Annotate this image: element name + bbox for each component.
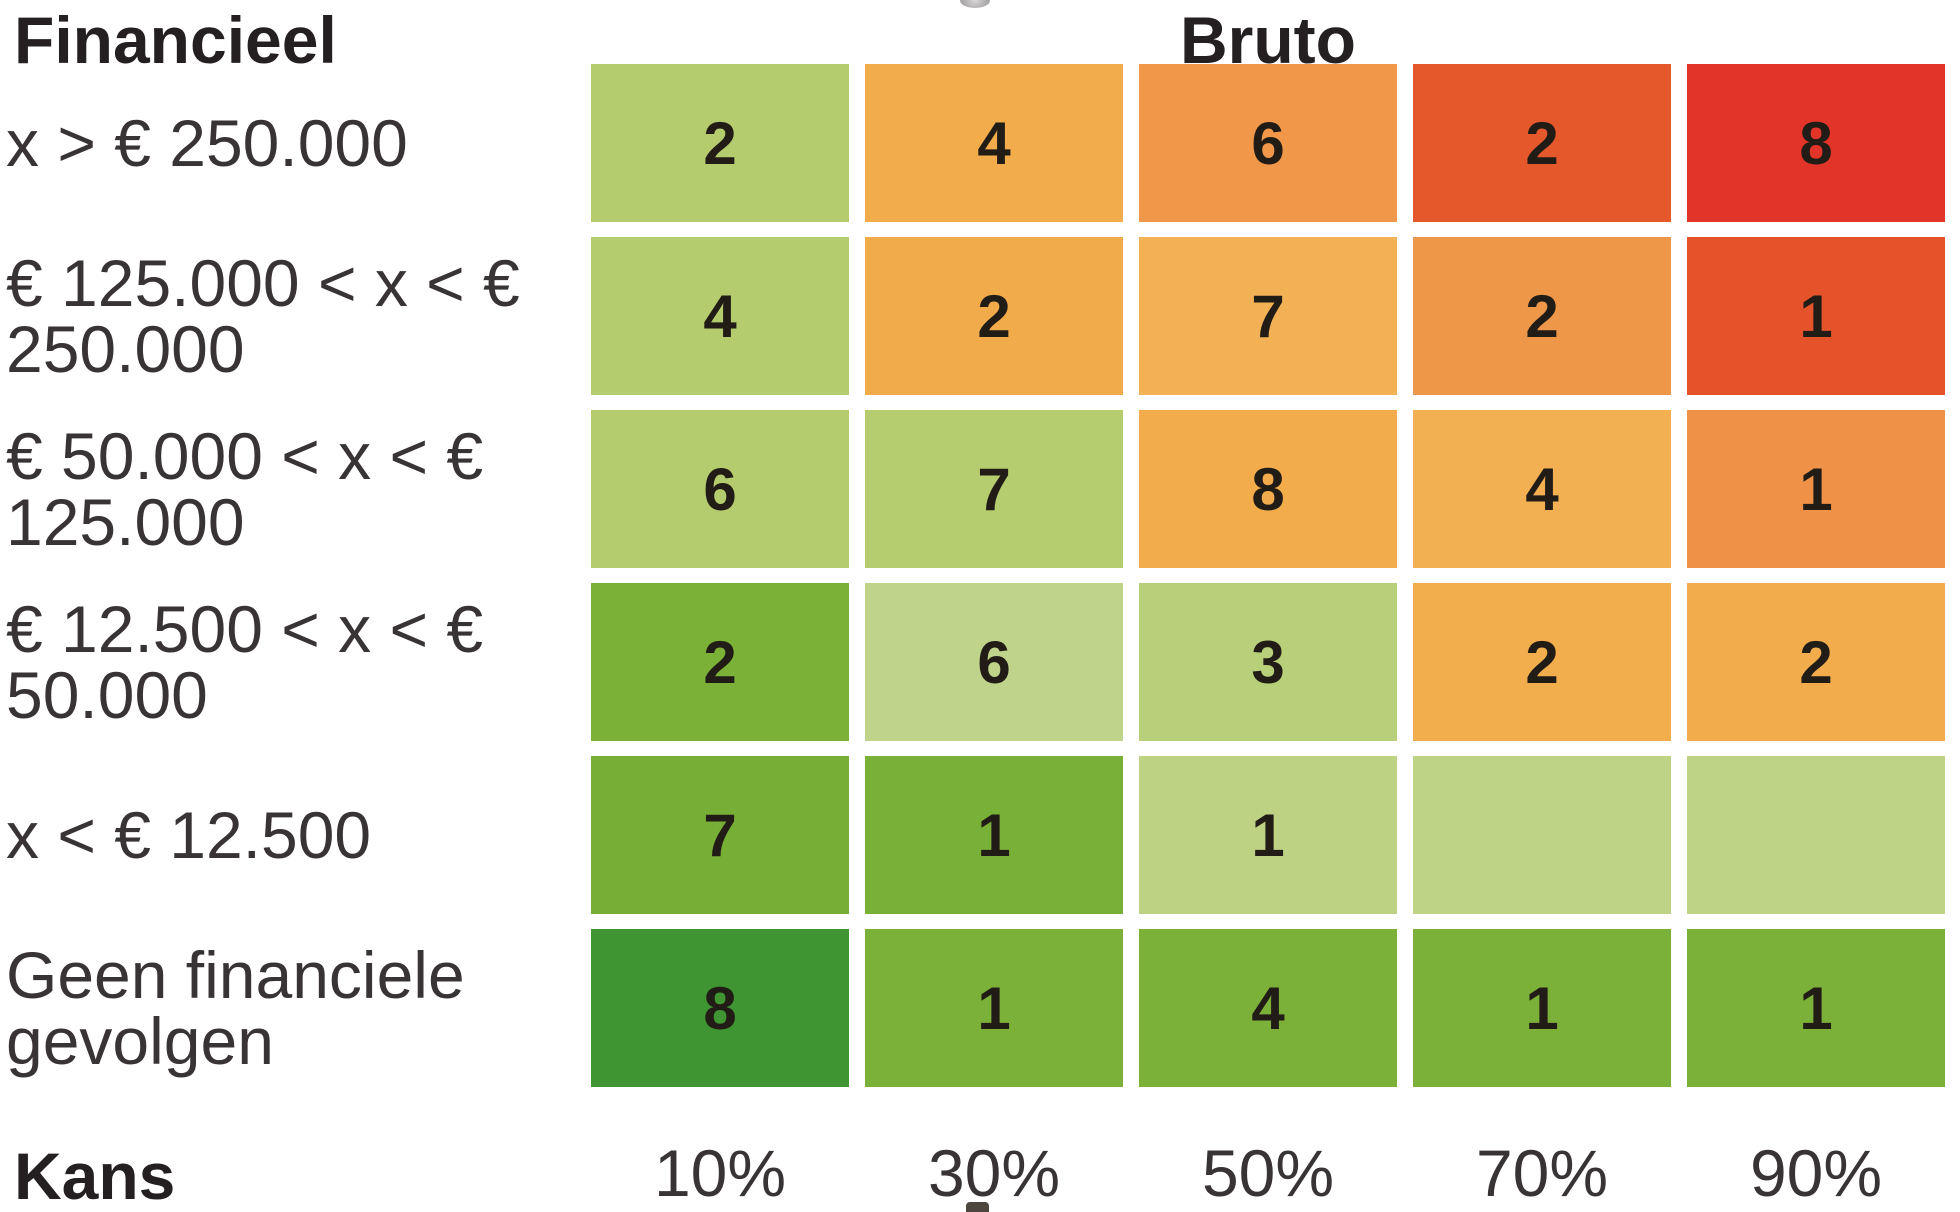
crop-artifact-bottom-icon [966, 1202, 989, 1212]
matrix-cell: 1 [865, 929, 1123, 1087]
matrix-cell: 1 [1687, 237, 1945, 395]
matrix-cell: 2 [591, 583, 849, 741]
matrix-cell: 7 [865, 410, 1123, 568]
matrix-cell: 6 [1139, 64, 1397, 222]
col-axis-title: Kans [14, 1139, 176, 1212]
col-percent-label: 30% [927, 1136, 1061, 1210]
matrix-cell [1413, 756, 1671, 914]
crop-artifact-top-icon [960, 0, 990, 8]
matrix-cell: 4 [1139, 929, 1397, 1087]
row-label: € 50.000 < x < € 125.000 [6, 419, 484, 559]
matrix-cell: 1 [1139, 756, 1397, 914]
col-percent-label: 50% [1201, 1136, 1335, 1210]
matrix-cell: 2 [1687, 583, 1945, 741]
matrix-cell: 1 [1687, 929, 1945, 1087]
matrix-cell [1687, 756, 1945, 914]
row-label: € 125.000 < x < € 250.000 [6, 246, 520, 386]
col-percent-label: 10% [653, 1136, 787, 1210]
matrix-cell: 3 [1139, 583, 1397, 741]
matrix-cell: 4 [591, 237, 849, 395]
matrix-cell: 2 [1413, 64, 1671, 222]
col-percent-label: 90% [1749, 1136, 1883, 1210]
matrix-cell: 4 [865, 64, 1123, 222]
matrix-cell: 7 [591, 756, 849, 914]
matrix-cell: 6 [591, 410, 849, 568]
matrix-cell: 6 [865, 583, 1123, 741]
matrix-cell: 7 [1139, 237, 1397, 395]
row-label: € 12.500 < x < € 50.000 [6, 592, 484, 732]
row-label: x < € 12.500 [6, 798, 372, 872]
matrix-cell: 2 [1413, 237, 1671, 395]
matrix-cell: 1 [1687, 410, 1945, 568]
row-label: x > € 250.000 [6, 106, 408, 180]
row-label: Geen financiele gevolgen [6, 938, 465, 1078]
matrix-cell: 4 [1413, 410, 1671, 568]
matrix-cell: 8 [1139, 410, 1397, 568]
col-percent-label: 70% [1475, 1136, 1609, 1210]
matrix-cell: 1 [865, 756, 1123, 914]
matrix-cell: 2 [1413, 583, 1671, 741]
matrix-cell: 2 [591, 64, 849, 222]
row-axis-title: Financieel [14, 3, 337, 77]
matrix-cell: 8 [591, 929, 849, 1087]
matrix-cell: 8 [1687, 64, 1945, 222]
matrix-cell: 2 [865, 237, 1123, 395]
matrix-cell: 1 [1413, 929, 1671, 1087]
